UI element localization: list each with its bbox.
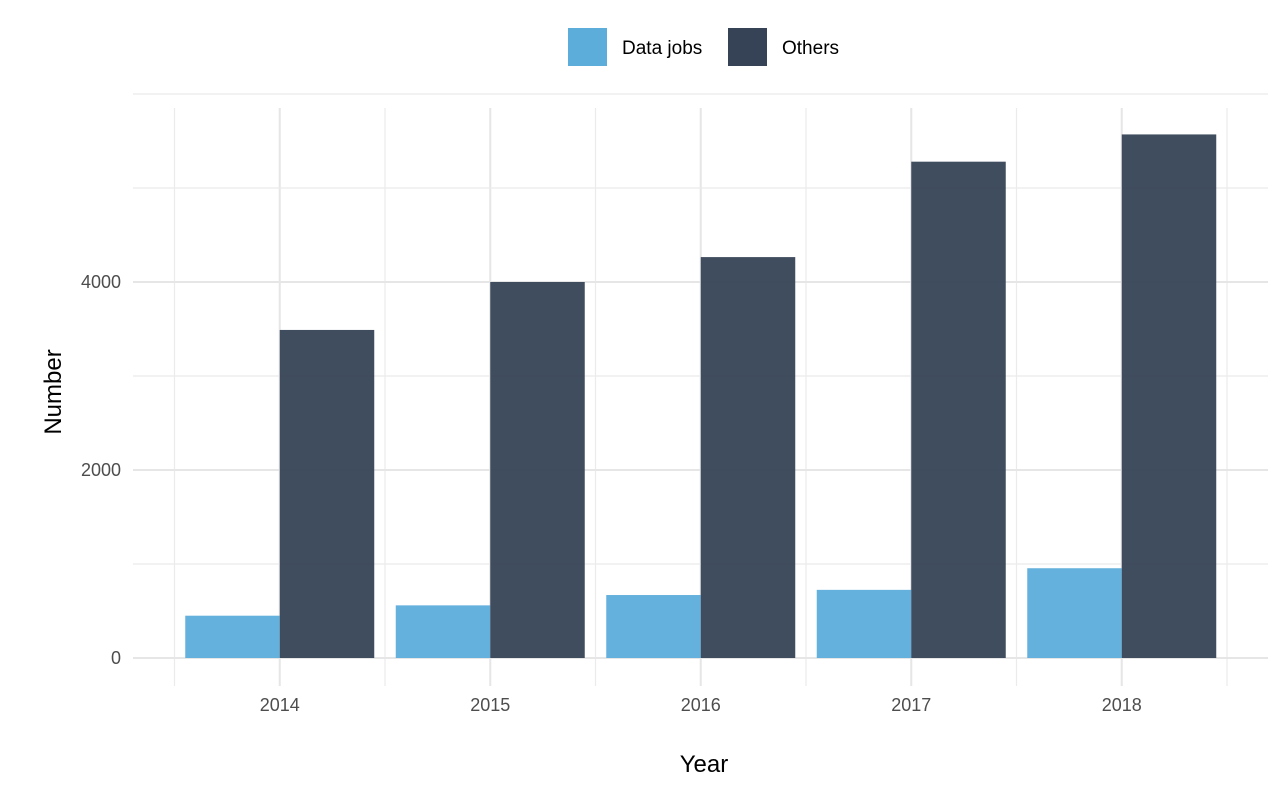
bar-others-2016 — [700, 257, 796, 658]
bar-data-jobs-2016 — [606, 595, 701, 658]
legend-swatch-data-jobs — [568, 28, 607, 66]
y-tick-label: 0 — [111, 648, 121, 668]
x-tick-label: 2016 — [681, 695, 721, 715]
x-axis-title: Year — [680, 751, 729, 778]
bar-others-2017 — [911, 161, 1006, 658]
y-tick-label: 2000 — [81, 460, 121, 480]
bar-others-2018 — [1121, 134, 1217, 659]
x-tick-label: 2018 — [1102, 695, 1142, 715]
y-axis-title: Number — [40, 349, 67, 434]
bar-data-jobs-2018 — [1027, 568, 1122, 658]
bars — [185, 134, 1217, 659]
x-tick-label: 2015 — [470, 695, 510, 715]
bar-others-2015 — [490, 282, 585, 658]
y-axis-ticks: 0 2000 4000 — [81, 272, 121, 668]
legend-swatch-others — [728, 28, 767, 66]
legend-label-others: Others — [782, 38, 839, 59]
legend-label-data-jobs: Data jobs — [622, 38, 702, 59]
bar-data-jobs-2015 — [395, 605, 491, 658]
x-tick-label: 2014 — [260, 695, 300, 715]
x-tick-label: 2017 — [891, 695, 931, 715]
bar-data-jobs-2014 — [185, 615, 280, 658]
x-axis-ticks: 2014 2015 2016 2017 2018 — [260, 695, 1142, 715]
bar-data-jobs-2017 — [816, 589, 912, 658]
legend: Data jobs Others — [568, 28, 839, 66]
y-tick-label: 4000 — [81, 272, 121, 292]
bar-others-2014 — [279, 329, 375, 658]
